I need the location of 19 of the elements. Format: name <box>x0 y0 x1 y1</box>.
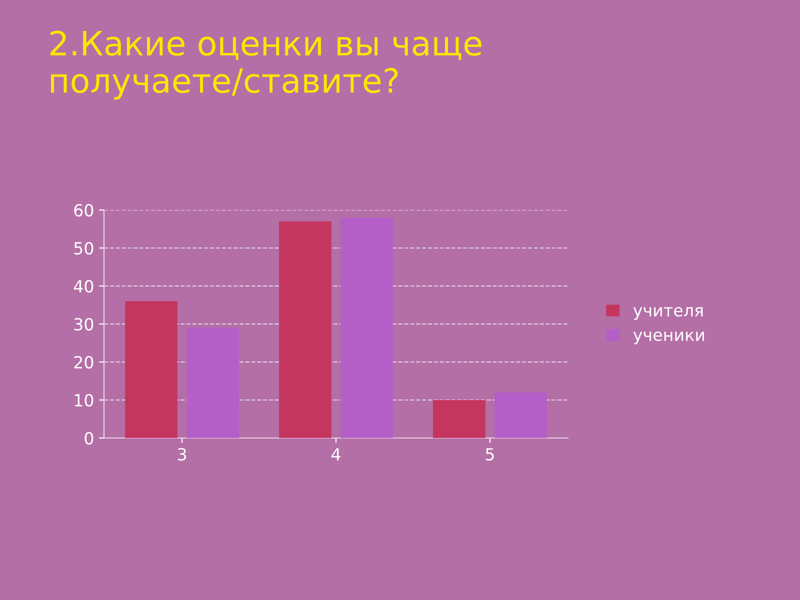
y-tick-label: 60 <box>74 204 94 217</box>
y-tick-label: 20 <box>74 356 94 369</box>
y-tick-label: 40 <box>74 280 94 293</box>
y-tick-label: 30 <box>74 318 94 331</box>
bar <box>494 392 547 438</box>
y-tick-label: 50 <box>74 242 94 255</box>
y-tick-label: 0 <box>84 432 94 445</box>
bar <box>340 218 393 438</box>
bar <box>125 301 178 438</box>
bar <box>432 400 486 438</box>
y-tick-label: 10 <box>74 394 94 407</box>
bar <box>186 328 240 438</box>
legend-label: ученики <box>633 331 704 344</box>
chart-title: 2.Какие оценки вы чаще получаете/ставите? <box>50 30 482 100</box>
x-tick-label: 4 <box>332 448 340 460</box>
x-tick-label: 3 <box>178 448 186 461</box>
legend-label: учителя <box>633 307 703 320</box>
x-tick-label: 5 <box>486 448 494 461</box>
bar <box>279 221 332 438</box>
